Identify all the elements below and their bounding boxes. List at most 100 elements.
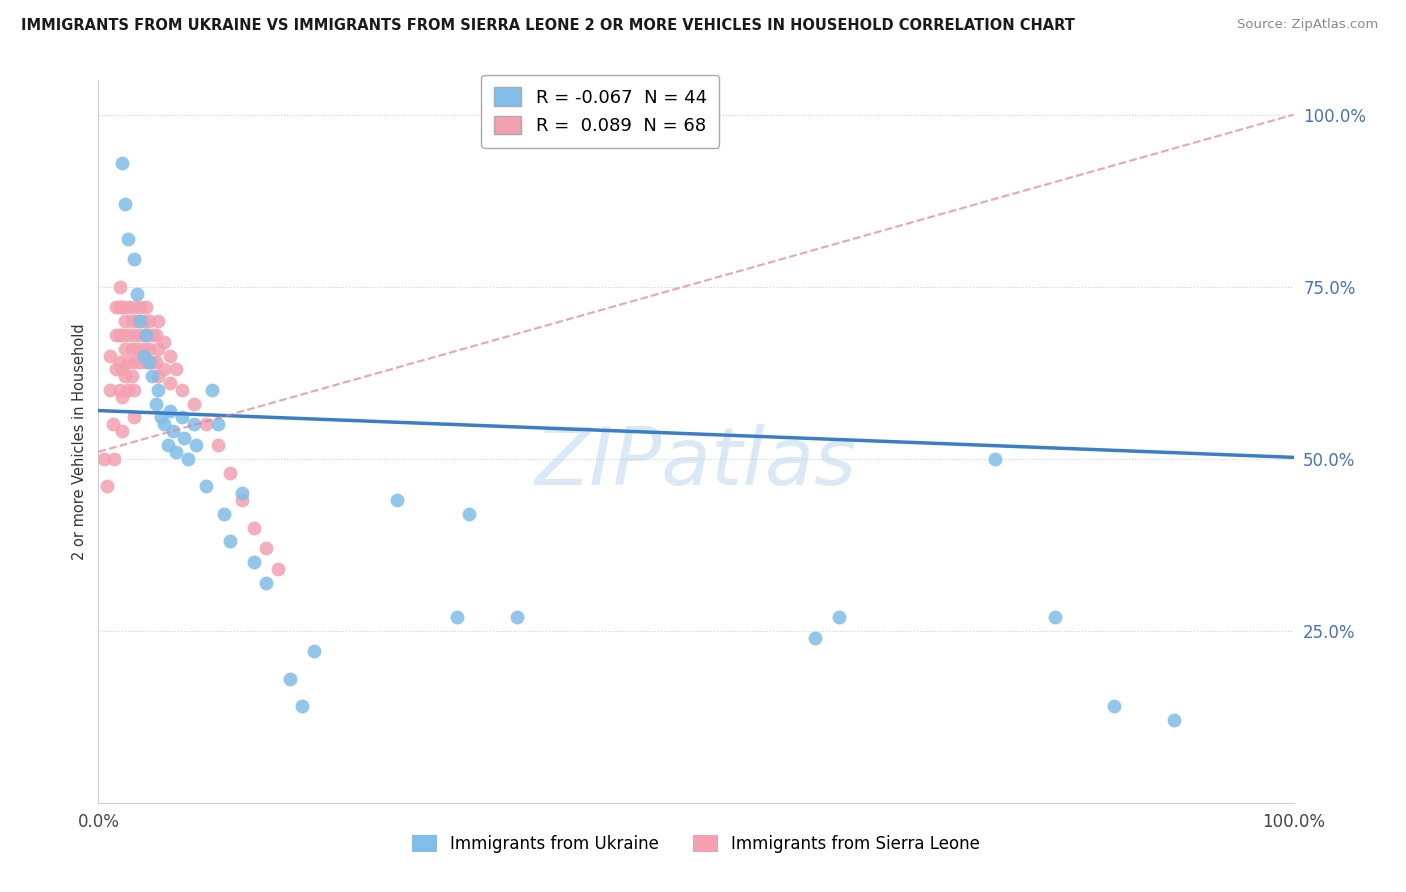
Point [141,327,163,342]
Point [145,397,167,411]
Point [148,369,170,384]
Point [291,699,314,714]
Point [129,327,152,342]
Point [159,376,181,390]
Point [93,451,115,466]
Point [135,355,157,369]
Point [132,314,155,328]
Point [278,672,301,686]
Point [124,383,146,397]
Point [117,231,139,245]
Text: IMMIGRANTS FROM UKRAINE VS IMMIGRANTS FROM SIERRA LEONE 2 OR MORE VEHICLES IN HO: IMMIGRANTS FROM UKRAINE VS IMMIGRANTS FR… [21,18,1076,33]
Point [138,355,160,369]
Point [1163,713,1185,727]
Point [159,403,181,417]
Point [219,466,242,480]
Point [124,410,146,425]
Point [105,362,128,376]
Point [108,383,131,397]
Point [156,438,179,452]
Point [111,390,134,404]
Point [195,479,218,493]
Point [105,327,128,342]
Point [302,644,325,658]
Point [254,541,277,556]
Point [96,479,118,493]
Point [145,327,167,342]
Point [177,451,200,466]
Point [124,301,146,315]
Point [183,397,205,411]
Point [172,383,194,397]
Point [129,355,152,369]
Point [132,342,155,356]
Point [111,301,134,315]
Point [385,493,409,508]
Point [132,349,155,363]
Point [135,327,157,342]
Point [117,327,139,342]
Point [108,301,131,315]
Point [201,383,224,397]
Point [145,355,167,369]
Point [219,534,242,549]
Point [101,417,124,432]
Point [212,507,235,521]
Point [138,342,160,356]
Point [254,575,277,590]
Point [108,355,131,369]
Point [231,486,253,500]
Y-axis label: 2 or more Vehicles in Household: 2 or more Vehicles in Household [72,323,87,560]
Point [162,424,184,438]
Point [172,410,194,425]
Point [148,383,170,397]
Point [124,327,146,342]
Text: Source: ZipAtlas.com: Source: ZipAtlas.com [1237,18,1378,31]
Point [108,327,131,342]
Point [129,314,152,328]
Point [111,424,134,438]
Point [141,369,163,384]
Point [125,314,148,328]
Point [243,520,266,534]
Point [153,334,176,349]
Point [828,610,851,624]
Point [446,610,468,624]
Point [506,610,529,624]
Point [105,301,128,315]
Point [121,314,143,328]
Point [243,555,266,569]
Point [165,445,187,459]
Point [173,431,195,445]
Point [195,417,218,432]
Point [148,314,170,328]
Point [117,355,139,369]
Point [117,301,139,315]
Point [149,410,172,425]
Point [183,417,205,432]
Point [141,355,163,369]
Point [111,156,134,170]
Point [804,631,827,645]
Point [114,369,136,384]
Point [114,342,136,356]
Point [153,362,176,376]
Point [186,438,208,452]
Legend: Immigrants from Ukraine, Immigrants from Sierra Leone: Immigrants from Ukraine, Immigrants from… [405,828,987,860]
Point [121,342,143,356]
Point [114,314,136,328]
Point [165,362,187,376]
Point [111,362,134,376]
Point [231,493,253,508]
Point [111,327,134,342]
Point [98,349,122,363]
Point [1043,610,1066,624]
Text: ZIPatlas: ZIPatlas [534,425,858,502]
Point [114,197,136,211]
Point [125,342,148,356]
Point [103,451,125,466]
Point [1104,699,1126,714]
Point [98,383,122,397]
Point [117,383,139,397]
Point [207,438,229,452]
